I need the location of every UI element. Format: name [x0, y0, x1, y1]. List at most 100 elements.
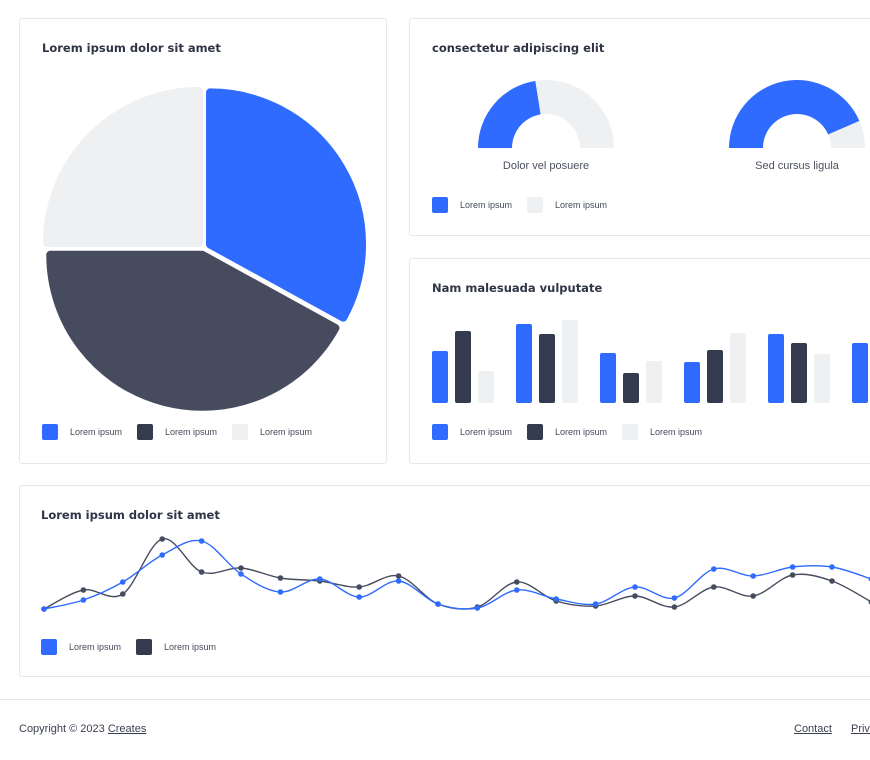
copyright-text: Copyright © 2023: [19, 723, 108, 735]
line-point[interactable]: [829, 564, 835, 570]
line-point[interactable]: [159, 536, 165, 542]
legend-label: Lorem ipsum: [70, 427, 123, 437]
line-point[interactable]: [711, 584, 717, 590]
legend-swatch: [527, 197, 543, 213]
bar[interactable]: [455, 331, 471, 403]
line-point[interactable]: [514, 579, 520, 585]
bar-legend: Lorem ipsum Lorem ipsum Lorem ipsum: [432, 424, 717, 440]
line-point[interactable]: [750, 593, 756, 599]
line-point[interactable]: [671, 595, 678, 601]
creates-link[interactable]: Creates: [107, 723, 147, 735]
donut-filled-segment[interactable]: [729, 79, 860, 148]
line-point[interactable]: [711, 566, 717, 572]
donut-empty-segment[interactable]: [535, 80, 614, 148]
line-point[interactable]: [671, 604, 678, 610]
legend-label: Lorem ipsum: [650, 427, 703, 437]
bar-chart: [432, 320, 868, 403]
legend-item[interactable]: Lorem ipsum: [136, 639, 231, 655]
half-donut-charts: [478, 79, 865, 148]
line-point[interactable]: [277, 589, 284, 595]
line-point[interactable]: [750, 573, 756, 579]
bar[interactable]: [791, 343, 807, 403]
line-point[interactable]: [632, 593, 638, 599]
legend-swatch: [432, 197, 448, 213]
donut-empty-segment[interactable]: [828, 120, 865, 148]
line-point[interactable]: [435, 601, 441, 607]
line-point[interactable]: [829, 578, 835, 584]
donut-legend: Lorem ipsum Lorem ipsum: [432, 197, 622, 213]
line-point[interactable]: [789, 572, 796, 578]
line-point[interactable]: [277, 575, 284, 581]
line-point[interactable]: [159, 552, 165, 558]
donut-chart-card: consectetur adipiscing elit Dolor vel po…: [409, 18, 870, 236]
legend-label: Lorem ipsum: [69, 642, 122, 652]
contact-link[interactable]: Contact: [794, 723, 832, 735]
legend-item[interactable]: Lorem ipsum: [232, 424, 327, 440]
line-chart: [41, 536, 870, 612]
legend-item[interactable]: Lorem ipsum: [41, 639, 136, 655]
footer-links: Contact Privacy: [794, 723, 870, 735]
line-point[interactable]: [238, 565, 244, 571]
bar[interactable]: [562, 320, 578, 403]
pie-slice[interactable]: [46, 250, 340, 411]
bar[interactable]: [539, 334, 555, 403]
line-point[interactable]: [80, 597, 87, 603]
bar[interactable]: [684, 362, 700, 403]
pie-slice[interactable]: [43, 87, 204, 248]
bar[interactable]: [516, 324, 532, 403]
donut-filled-segment[interactable]: [478, 80, 541, 148]
bar[interactable]: [623, 373, 639, 403]
bar[interactable]: [814, 354, 830, 403]
legend-item[interactable]: Lorem ipsum: [432, 197, 527, 213]
pie-slice[interactable]: [206, 88, 366, 322]
legend-label: Lorem ipsum: [165, 427, 218, 437]
line-point[interactable]: [120, 591, 126, 597]
bar[interactable]: [646, 361, 662, 403]
bar[interactable]: [852, 343, 868, 403]
bar[interactable]: [707, 350, 723, 403]
legend-label: Lorem ipsum: [460, 200, 513, 210]
bar[interactable]: [600, 353, 616, 403]
line-point[interactable]: [789, 564, 796, 570]
line-point[interactable]: [632, 584, 638, 590]
line-point[interactable]: [198, 569, 205, 575]
legend-item[interactable]: Lorem ipsum: [527, 197, 622, 213]
legend-item[interactable]: Lorem ipsum: [527, 424, 622, 440]
legend-label: Lorem ipsum: [555, 200, 608, 210]
legend-label: Lorem ipsum: [555, 427, 608, 437]
line-point[interactable]: [356, 594, 363, 600]
legend-swatch: [42, 424, 58, 440]
line-card-title: Lorem ipsum dolor sit amet: [41, 508, 220, 522]
donut-label: Sed cursus ligula: [755, 160, 839, 172]
line-series: [43, 538, 870, 610]
line-point[interactable]: [592, 601, 599, 607]
line-point[interactable]: [198, 538, 205, 544]
line-point[interactable]: [395, 578, 402, 584]
line-point[interactable]: [317, 576, 323, 582]
legend-item[interactable]: Lorem ipsum: [42, 424, 137, 440]
legend-label: Lorem ipsum: [164, 642, 217, 652]
line-chart-card: Lorem ipsum dolor sit amet Lorem ipsum L…: [19, 485, 870, 677]
bar[interactable]: [478, 371, 494, 403]
line-point[interactable]: [514, 587, 520, 593]
line-point[interactable]: [395, 573, 402, 579]
line-point[interactable]: [553, 596, 559, 602]
line-point[interactable]: [120, 579, 126, 585]
legend-item[interactable]: Lorem ipsum: [432, 424, 527, 440]
bar[interactable]: [432, 351, 448, 403]
legend-swatch: [136, 639, 152, 655]
legend-swatch: [137, 424, 153, 440]
bar[interactable]: [730, 333, 746, 403]
copyright: Copyright © 2023 Creates: [19, 723, 146, 735]
line-point[interactable]: [41, 606, 47, 612]
privacy-link[interactable]: Privacy: [850, 723, 870, 735]
line-point[interactable]: [474, 605, 481, 611]
legend-item[interactable]: Lorem ipsum: [622, 424, 717, 440]
bar-chart-card: Nam malesuada vulputate Lorem ipsum Lore…: [409, 258, 870, 464]
bar[interactable]: [768, 334, 784, 403]
line-point[interactable]: [356, 584, 363, 590]
legend-item[interactable]: Lorem ipsum: [137, 424, 232, 440]
line-point[interactable]: [238, 571, 244, 577]
line-point[interactable]: [80, 587, 87, 593]
pie-legend: Lorem ipsum Lorem ipsum Lorem ipsum: [42, 424, 327, 440]
